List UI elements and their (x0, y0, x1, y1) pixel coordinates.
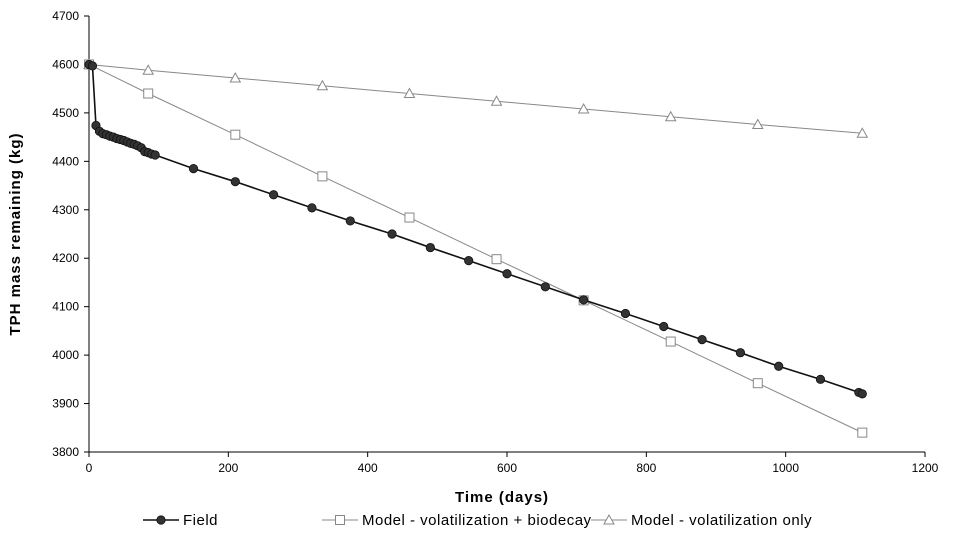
data-point (87, 61, 98, 71)
legend-label: Model - volatilization only (631, 512, 812, 529)
data-point (603, 513, 615, 525)
data-point (404, 212, 415, 223)
legend-item: Model - volatilization + biodecay (322, 512, 592, 529)
data-point (316, 79, 329, 91)
y-tick-label: 3800 (52, 445, 79, 459)
x-tick-label: 1000 (772, 461, 799, 475)
axes: 3800390040004100420043004400450046004700… (52, 9, 938, 475)
data-point (143, 88, 154, 99)
y-tick-label: 4000 (52, 348, 79, 362)
data-point (490, 95, 503, 106)
data-point (752, 378, 763, 389)
data-point (665, 336, 676, 347)
data-point (230, 129, 241, 140)
data-point (735, 348, 745, 358)
data-point (577, 102, 590, 114)
y-tick-label: 4200 (52, 251, 79, 265)
data-point (150, 150, 160, 160)
series-layer (83, 58, 869, 438)
data-point (620, 308, 631, 319)
data-point (345, 216, 355, 226)
series-model-volatilization-only (83, 58, 869, 138)
series-model-volatilization-biodecay (84, 59, 868, 438)
data-point (229, 71, 242, 83)
legend-label: Field (183, 512, 218, 529)
data-point (335, 515, 345, 525)
x-tick-label: 600 (497, 461, 517, 475)
data-point (751, 118, 764, 130)
legend: Field Model - volatilization + biodecay Mo… (143, 512, 812, 529)
y-axis-title: TPH mass remaining (kg) (7, 132, 24, 335)
legend-label: Model - volatilization + biodecay (362, 512, 592, 529)
data-point (491, 254, 502, 265)
y-tick-label: 3900 (52, 397, 79, 411)
data-point (142, 64, 155, 75)
data-point (857, 389, 867, 399)
series-line (88, 63, 863, 134)
y-tick-label: 4500 (52, 106, 79, 120)
series-line (88, 63, 863, 434)
data-point (664, 110, 677, 122)
data-point (579, 295, 589, 305)
data-point (269, 190, 279, 200)
data-point (815, 374, 826, 384)
x-tick-label: 0 (86, 461, 93, 475)
x-tick-label: 200 (218, 461, 238, 475)
data-point (387, 229, 397, 239)
y-tick-label: 4300 (52, 203, 79, 217)
y-tick-label: 4100 (52, 300, 79, 314)
data-point (317, 171, 328, 182)
data-point (230, 177, 240, 187)
series-line (88, 63, 863, 395)
legend-item: Model - volatilization only (591, 512, 812, 529)
data-point (857, 427, 868, 438)
data-point (403, 87, 416, 99)
data-point (659, 321, 669, 332)
y-tick-label: 4400 (52, 154, 79, 168)
data-point (697, 335, 707, 345)
data-point (540, 282, 550, 292)
data-point (502, 269, 512, 279)
y-tick-label: 4600 (52, 57, 79, 71)
data-point (464, 256, 474, 266)
data-point (156, 515, 166, 525)
x-tick-label: 800 (636, 461, 656, 475)
y-tick-label: 4700 (52, 9, 79, 23)
x-tick-label: 1200 (912, 461, 939, 475)
data-point (307, 203, 317, 213)
x-axis-title: Time (days) (455, 489, 549, 506)
data-point (188, 164, 199, 174)
legend-item: Field (143, 512, 218, 529)
data-point (856, 127, 869, 138)
data-point (774, 361, 784, 371)
series-field (84, 59, 867, 399)
x-tick-label: 400 (358, 461, 378, 475)
data-point (425, 242, 435, 253)
